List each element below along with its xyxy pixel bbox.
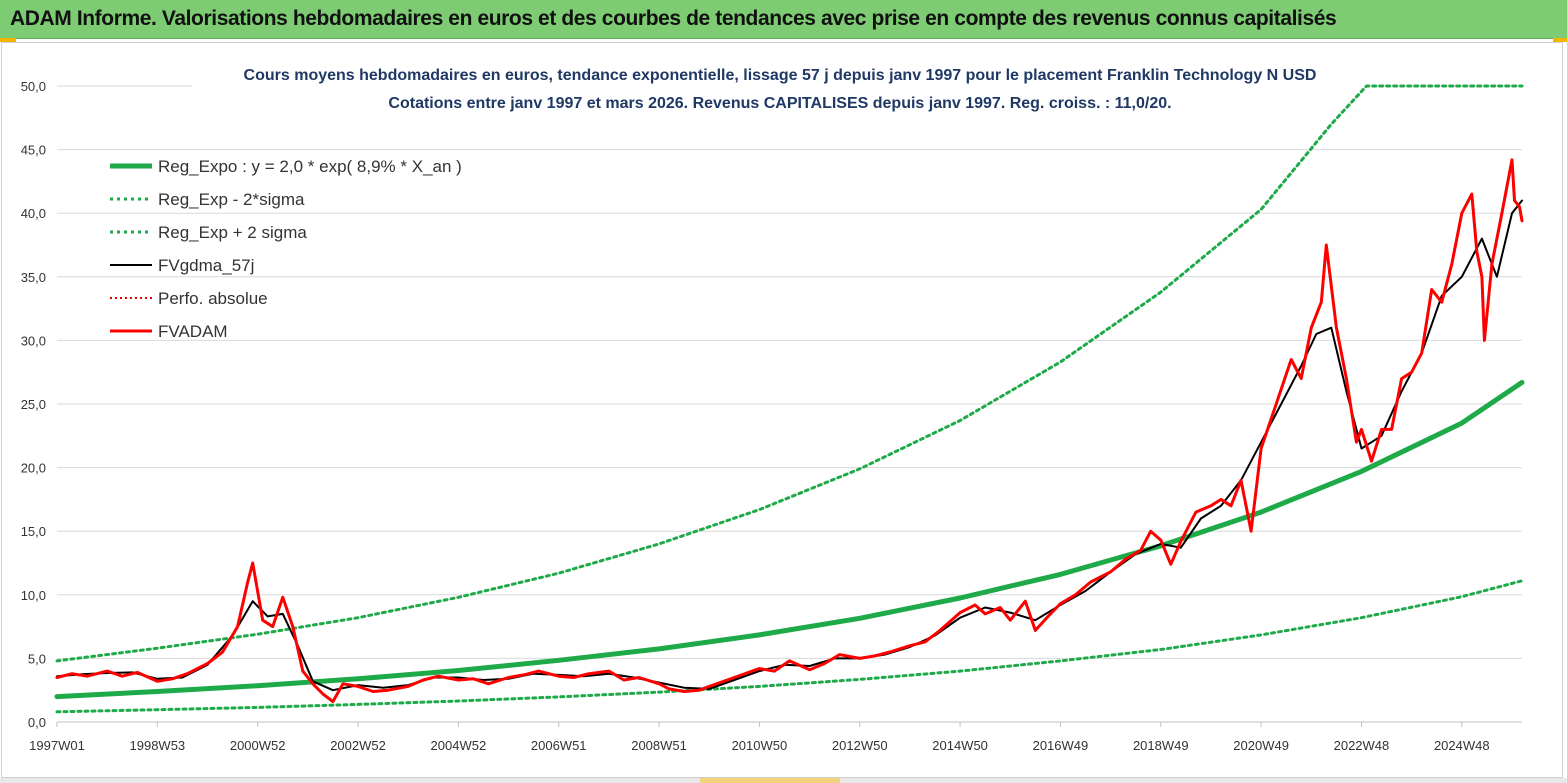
accent-bar-right (1553, 38, 1567, 42)
x-tick-label-8: 2012W50 (832, 738, 888, 753)
legend-label-5: FVADAM (158, 322, 228, 341)
x-tick-label-10: 2016W49 (1033, 738, 1089, 753)
y-tick-label-8: 40,0 (21, 206, 46, 221)
x-tick-label-14: 2024W48 (1434, 738, 1490, 753)
x-tick-label-11: 2018W49 (1133, 738, 1189, 753)
x-tick-label-13: 2022W48 (1334, 738, 1390, 753)
y-tick-label-9: 45,0 (21, 143, 46, 158)
y-tick-label-3: 15,0 (21, 524, 46, 539)
report-header: ADAM Informe. Valorisations hebdomadaire… (0, 0, 1567, 39)
x-tick-label-12: 2020W49 (1233, 738, 1289, 753)
report-title: ADAM Informe. Valorisations hebdomadaire… (10, 7, 1337, 30)
legend-label-4: Perfo. absolue (158, 289, 268, 308)
y-axis: 0,0 5,0 10,0 15,0 20,0 25,0 30,0 35,0 40,0 45,0 50… (21, 79, 46, 730)
series-line-0 (54, 379, 1525, 700)
series-line-5 (55, 158, 1524, 704)
y-tick-label-2: 10,0 (21, 588, 46, 603)
series-layer (54, 84, 1525, 714)
y-tick-label-5: 25,0 (21, 397, 46, 412)
x-tick-label-9: 2014W50 (932, 738, 988, 753)
y-tick-label-10: 50,0 (21, 79, 46, 94)
y-tick-label-6: 30,0 (21, 333, 46, 348)
series-line-2 (55, 84, 1524, 663)
x-tick-label-6: 2008W51 (631, 738, 687, 753)
chart-title-background (192, 60, 1368, 114)
accent-bar-left (0, 38, 16, 42)
legend-label-1: Reg_Exp - 2*sigma (158, 190, 305, 209)
legend-label-2: Reg_Exp + 2 sigma (158, 223, 307, 242)
x-axis: 1997W01 1998W53 2000W52 2002W52 2004W52 2006W… (29, 721, 1522, 753)
x-tick-label-0: 1997W01 (29, 738, 85, 753)
y-tick-label-1: 5,0 (28, 651, 46, 666)
chart-frame (1, 42, 1563, 778)
legend: Reg_Expo : y = 2,0 * exp( 8,9% * X_an ) R… (110, 157, 462, 341)
x-tick-label-3: 2002W52 (330, 738, 386, 753)
x-tick-label-2: 2000W52 (230, 738, 286, 753)
x-tick-label-7: 2010W50 (732, 738, 788, 753)
y-tick-label-7: 35,0 (21, 270, 46, 285)
y-tick-label-0: 0,0 (28, 715, 46, 730)
y-tick-label-4: 20,0 (21, 461, 46, 476)
legend-label-3: FVgdma_57j (158, 256, 254, 275)
chart-title-line-2: Cotations entre janv 1997 et mars 2026. … (388, 95, 1171, 112)
x-tick-label-4: 2004W52 (431, 738, 487, 753)
x-tick-label-1: 1998W53 (130, 738, 186, 753)
legend-label-0: Reg_Expo : y = 2,0 * exp( 8,9% * X_an ) (158, 157, 462, 176)
x-tick-label-5: 2006W51 (531, 738, 587, 753)
series-line-1 (55, 579, 1524, 714)
chart-title-line-1: Cours moyens hebdomadaires en euros, ten… (244, 67, 1317, 84)
bottom-accent (700, 778, 840, 783)
